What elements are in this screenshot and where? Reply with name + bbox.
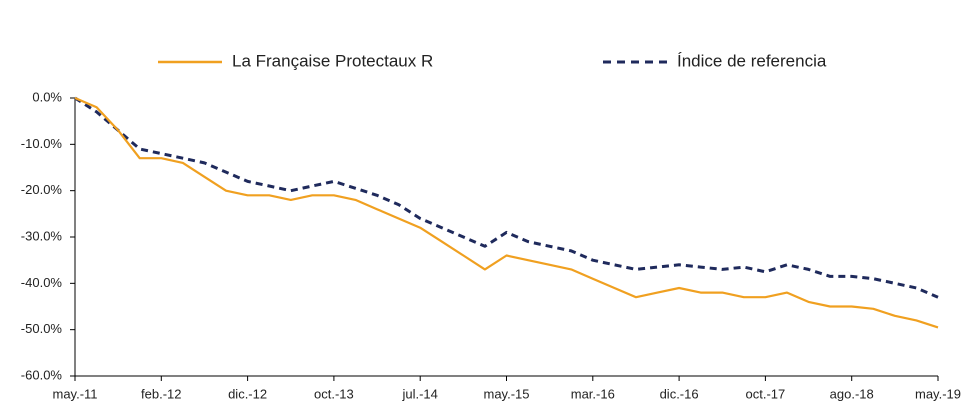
x-tick-label: dic.-12: [228, 386, 267, 401]
y-tick-label: 0.0%: [32, 89, 62, 104]
legend-label: Índice de referencia: [677, 51, 827, 70]
series-line: [74, 96, 939, 299]
legend-label: La Française Protectaux R: [232, 51, 433, 70]
x-tick-label: dic.-16: [660, 386, 699, 401]
y-tick-label: -50.0%: [21, 321, 63, 336]
y-tick-label: -60.0%: [21, 367, 63, 382]
legend: La Française Protectaux R Índice de refer…: [158, 51, 827, 70]
x-tick-label: oct.-13: [314, 386, 354, 401]
y-tick-label: -30.0%: [21, 228, 63, 243]
x-tick-label: jul.-14: [401, 386, 437, 401]
y-tick-label: -20.0%: [21, 182, 63, 197]
y-tick-label: -40.0%: [21, 275, 63, 290]
x-tick-label: may.-11: [52, 386, 97, 401]
x-tick-label: mar.-16: [571, 386, 615, 401]
y-tick-label: -10.0%: [21, 136, 63, 151]
x-tick-label: may.-19: [915, 386, 961, 401]
x-tick-label: ago.-18: [830, 386, 874, 401]
x-tick-label: may.-15: [484, 386, 530, 401]
series-line: [74, 96, 939, 329]
x-tick-label: feb.-12: [141, 386, 181, 401]
x-tick-label: oct.-17: [746, 386, 786, 401]
